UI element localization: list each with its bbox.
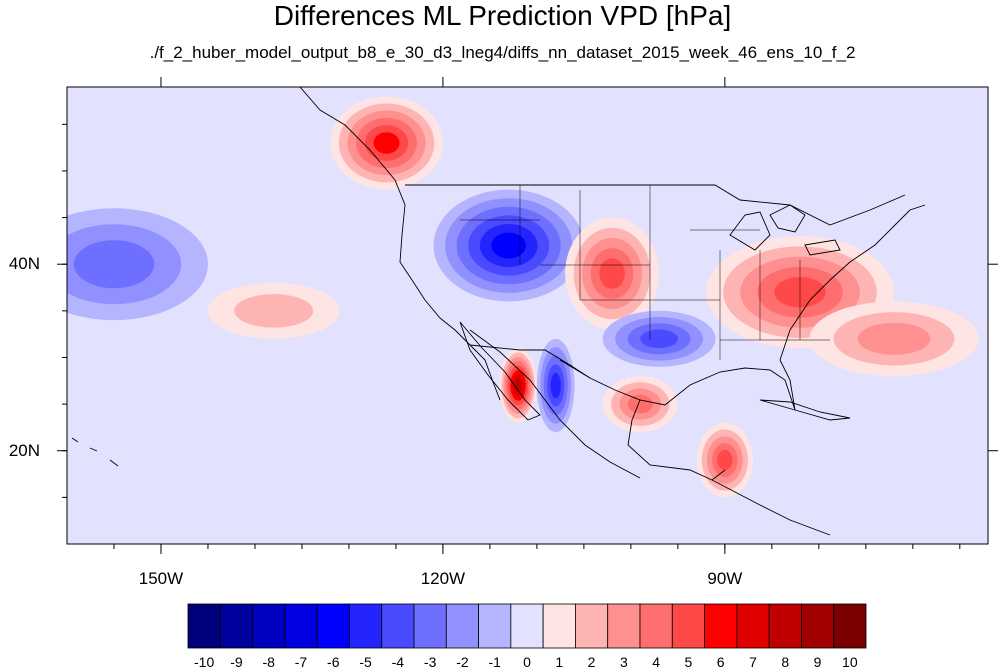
lat-label: 40N bbox=[8, 254, 40, 274]
colorbar-swatch bbox=[671, 603, 705, 649]
plot-title: Differences ML Prediction VPD [hPa] bbox=[273, 0, 732, 31]
colorbar-label: 9 bbox=[813, 654, 822, 670]
axis-ticks bbox=[57, 77, 998, 554]
colorbar-label: 0 bbox=[523, 654, 531, 670]
colorbar-label: 3 bbox=[619, 654, 628, 670]
colorbar-label: 4 bbox=[652, 654, 661, 670]
colorbar-swatch bbox=[478, 603, 512, 649]
colorbar-label: -2 bbox=[456, 654, 469, 670]
map-frame bbox=[66, 86, 989, 545]
lon-label: 120W bbox=[420, 569, 466, 588]
colorbar-label: -4 bbox=[391, 654, 405, 670]
colorbar-swatch bbox=[252, 603, 286, 649]
colorbar-label: -10 bbox=[194, 654, 215, 670]
colorbar-swatch bbox=[187, 603, 221, 649]
colorbar-swatch bbox=[219, 603, 253, 649]
colorbar-label: -7 bbox=[294, 654, 308, 670]
colorbar-swatch bbox=[607, 603, 641, 649]
colorbar-swatch bbox=[445, 603, 479, 649]
colorbar-swatch bbox=[801, 603, 835, 649]
field-central-plains-red-level-5 bbox=[599, 258, 625, 289]
colorbar-swatch bbox=[413, 603, 447, 649]
coastline-and-borders bbox=[71, 87, 926, 536]
colorbar-label: 2 bbox=[587, 654, 596, 670]
field-gulf-red-level-4 bbox=[627, 394, 653, 414]
colorbar-swatch bbox=[316, 603, 350, 649]
colorbar-label: -8 bbox=[262, 654, 275, 670]
colorbar-label: -1 bbox=[488, 654, 501, 670]
lon-label: 150W bbox=[138, 569, 184, 588]
state-boundaries bbox=[460, 185, 830, 360]
colorbar-label: 7 bbox=[749, 654, 757, 670]
colorbar bbox=[187, 603, 867, 649]
colorbar-label: -3 bbox=[423, 654, 437, 670]
colorbar-swatch bbox=[284, 603, 318, 649]
lat-label: 20N bbox=[8, 440, 40, 460]
lon-label: 90W bbox=[707, 569, 743, 588]
colorbar-swatch bbox=[736, 603, 770, 649]
colorbar-swatch bbox=[639, 603, 673, 649]
field-sonora-blue-level-5 bbox=[550, 372, 561, 399]
field-great-basin-blue-level-6 bbox=[491, 232, 527, 259]
colorbar-label: -5 bbox=[359, 654, 372, 670]
field-pacific-nw-red-level-6 bbox=[373, 132, 400, 154]
colorbar-swatch bbox=[542, 603, 576, 649]
colorbar-swatch bbox=[510, 603, 544, 649]
colorbar-swatch bbox=[833, 603, 867, 649]
colorbar-swatch bbox=[575, 603, 609, 649]
field-east-pacific-blue-level-3 bbox=[73, 240, 155, 289]
colorbar-label: 5 bbox=[684, 654, 693, 670]
colorbar-label: 6 bbox=[716, 654, 725, 670]
field-texas-blue-level-4 bbox=[640, 329, 678, 349]
field-mid-pacific-red-level-2 bbox=[234, 294, 314, 328]
plot-subtitle: ./f_2_huber_model_output_b8_e_30_d3_lneg… bbox=[149, 43, 856, 62]
colorbar-label: 1 bbox=[555, 654, 564, 670]
colorbar-swatch bbox=[349, 603, 383, 649]
colorbar-swatch bbox=[768, 603, 802, 649]
field-yucatan-red-level-5 bbox=[717, 449, 733, 471]
field-atlantic-red-level-3 bbox=[857, 322, 931, 355]
colorbar-label: 8 bbox=[781, 654, 790, 670]
colorbar-swatch bbox=[381, 603, 415, 649]
colorbar-swatch bbox=[704, 603, 738, 649]
colorbar-label: -6 bbox=[327, 654, 340, 670]
colorbar-label: 10 bbox=[842, 654, 858, 670]
colorbar-label: -9 bbox=[230, 654, 243, 670]
